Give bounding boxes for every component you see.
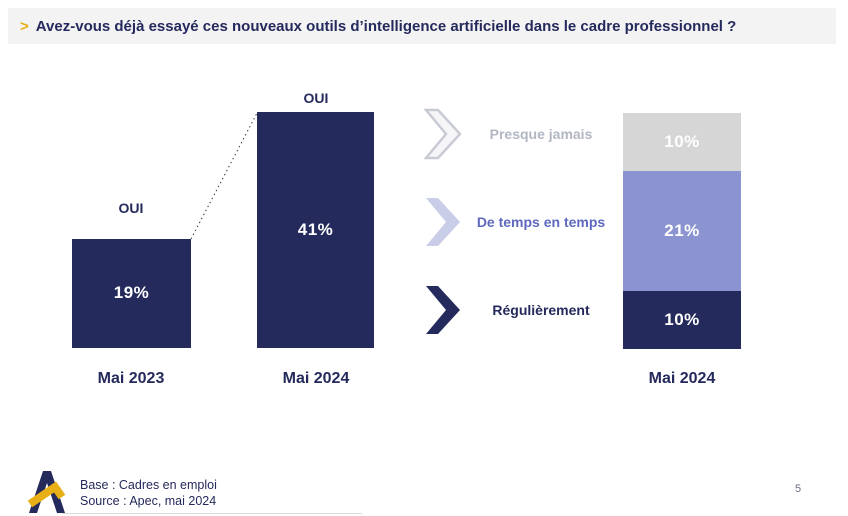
legend-row-presque-jamais: Presque jamais	[424, 108, 620, 160]
footer-base-text: Base : Cadres en emploi	[80, 478, 217, 492]
bar-top-label-2024: OUI	[303, 90, 329, 106]
legend-label-de-temps-en-temps: De temps en temps	[476, 214, 606, 230]
legend-label-regulierement: Régulièrement	[492, 302, 590, 318]
page-title: Avez-vous déjà essayé ces nouveaux outil…	[35, 17, 737, 35]
category-label-mai-2023: Mai 2023	[97, 370, 165, 387]
legend-label-presque-jamais: Presque jamais	[489, 126, 593, 142]
category-label-mai-2024: Mai 2024	[282, 370, 350, 387]
chevron-right-icon	[426, 286, 460, 334]
stacked-bar-mai-2024: 10% 21% 10%	[623, 113, 741, 349]
segment-value-regulierement: 10%	[664, 310, 700, 329]
legend-row-de-temps-en-temps: De temps en temps	[424, 196, 620, 248]
chevron-right-icon	[426, 198, 460, 246]
chevron-right-icon	[424, 108, 462, 160]
page-number: 5	[794, 483, 802, 495]
bar-value-mai-2024: 41%	[297, 220, 334, 240]
segment-value-de-temps-en-temps: 21%	[664, 220, 700, 240]
bar-top-label-2023: OUI	[118, 200, 144, 216]
footer-source-text: Source : Apec, mai 2024	[80, 494, 217, 508]
bar-value-mai-2023: 19%	[113, 283, 150, 303]
category-label-stacked-mai-2024: Mai 2024	[648, 370, 716, 387]
bottom-divider	[62, 513, 362, 514]
stacked-segment-de-temps-en-temps: 21%	[623, 170, 741, 292]
question-title-bar: > Avez-vous déjà essayé ces nouveaux out…	[8, 8, 836, 44]
title-marker: >	[20, 17, 29, 35]
footer-source-block: Base : Cadres en emploi Source : Apec, m…	[80, 477, 217, 509]
apec-logo-icon	[28, 471, 66, 513]
legend-row-regulierement: Régulièrement	[424, 284, 620, 336]
bar-mai-2024: 41%	[257, 112, 374, 348]
segment-value-presque-jamais: 10%	[664, 131, 700, 151]
stacked-segment-regulierement: 10%	[623, 291, 741, 349]
bar-mai-2023: 19%	[72, 238, 191, 348]
stacked-segment-presque-jamais: 10%	[623, 113, 741, 171]
